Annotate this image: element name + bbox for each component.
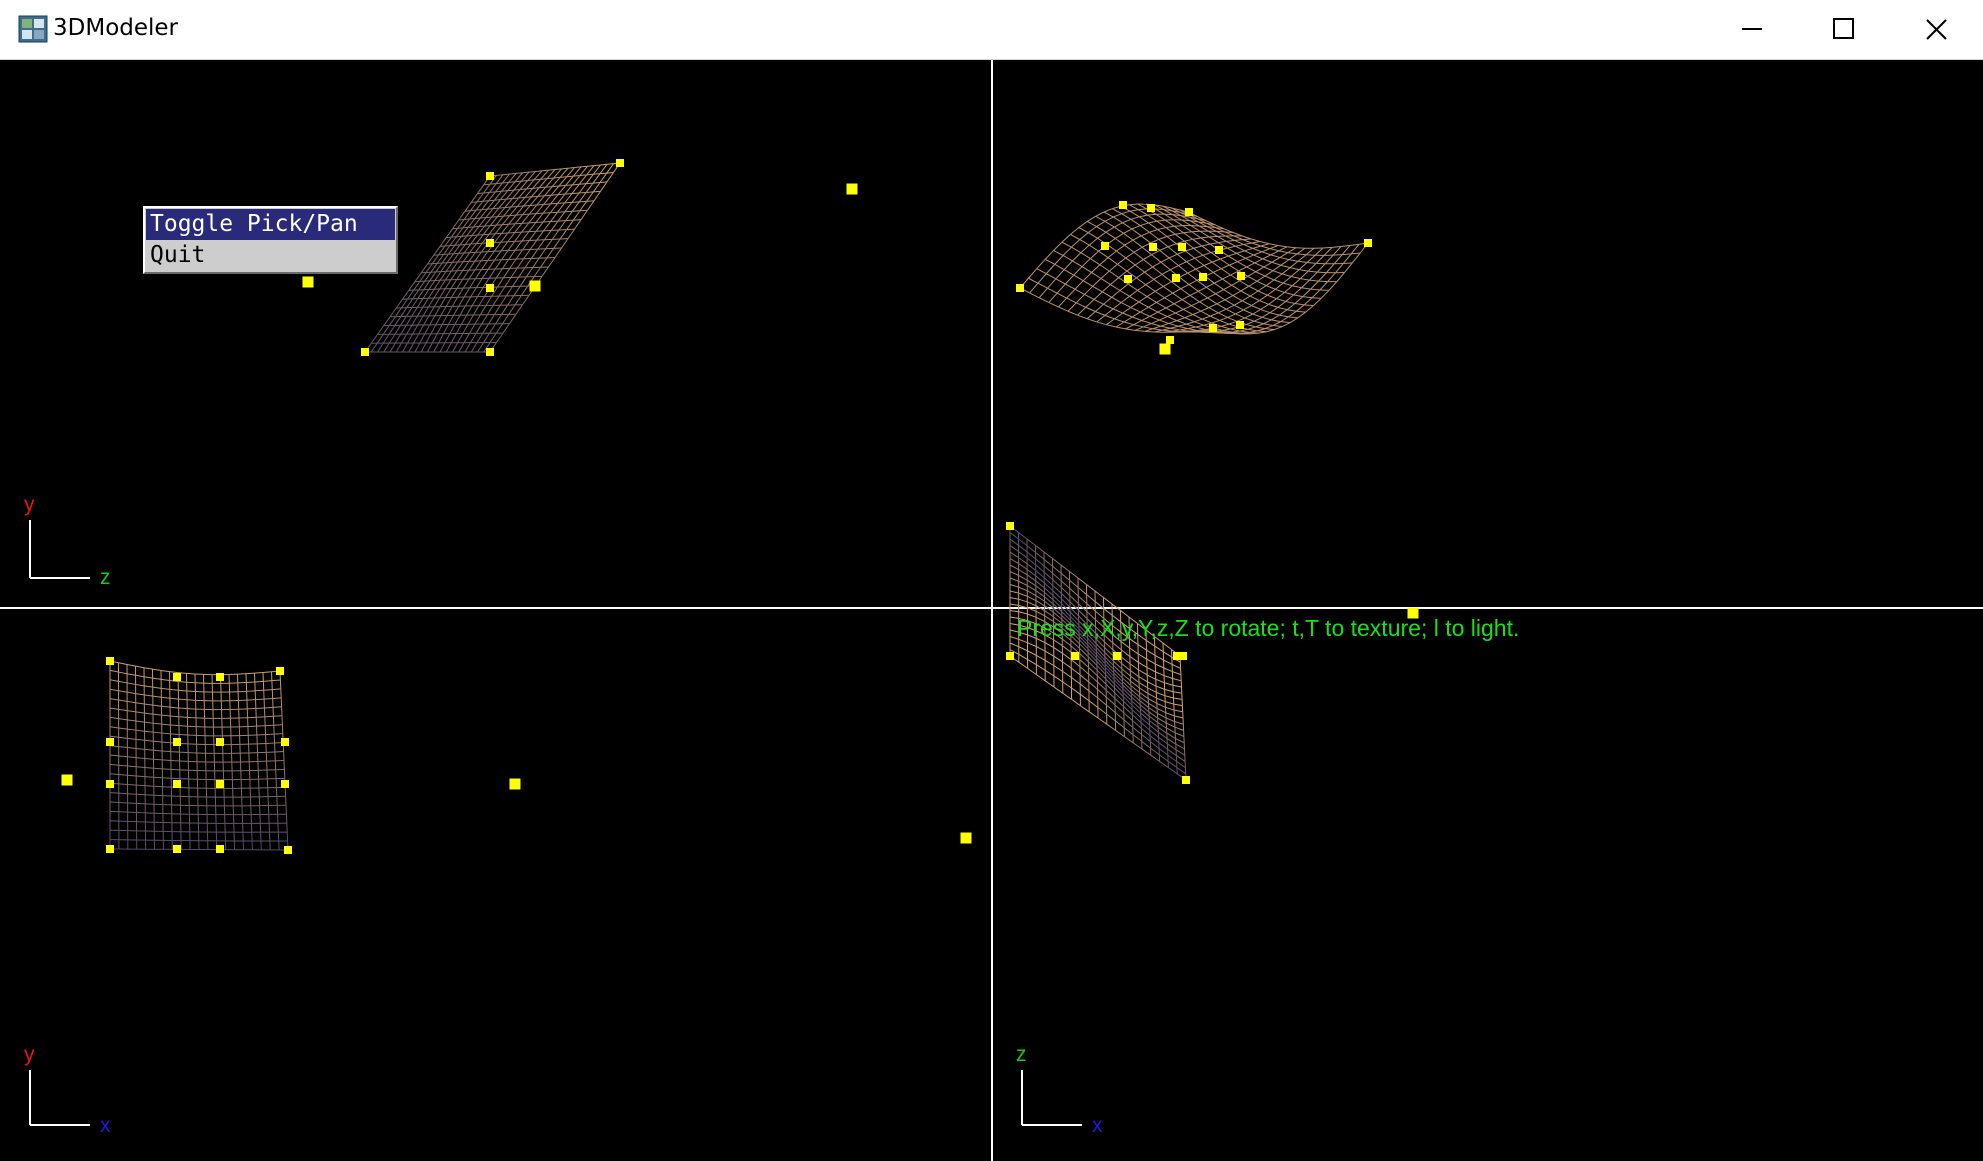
control-points[interactable] — [302, 159, 625, 356]
control-points[interactable] — [960, 522, 1419, 844]
axis-indicator: y x — [24, 1043, 111, 1137]
axis-label-y: y — [24, 493, 35, 516]
control-point[interactable] — [1209, 324, 1217, 332]
gl-viewport[interactable]: y z y x z x — [0, 60, 1983, 1161]
control-point[interactable] — [216, 738, 224, 746]
surface-mesh — [1009, 525, 1187, 781]
axis-label-z: z — [100, 566, 111, 589]
control-point[interactable] — [1149, 243, 1157, 251]
control-point[interactable] — [302, 276, 314, 288]
control-point[interactable] — [529, 280, 541, 292]
control-point[interactable] — [106, 657, 114, 665]
control-point[interactable] — [846, 183, 858, 195]
control-point[interactable] — [486, 348, 494, 356]
control-point[interactable] — [1182, 776, 1190, 784]
control-points[interactable] — [61, 657, 521, 854]
control-point[interactable] — [173, 780, 181, 788]
control-point[interactable] — [61, 774, 73, 786]
control-point[interactable] — [1166, 336, 1174, 344]
control-point[interactable] — [361, 348, 369, 356]
control-point[interactable] — [173, 673, 181, 681]
control-point[interactable] — [1178, 243, 1186, 251]
control-point[interactable] — [1113, 652, 1121, 660]
viewport-perspective-view[interactable] — [846, 183, 1373, 355]
surface-mesh — [364, 162, 621, 353]
control-point[interactable] — [486, 172, 494, 180]
control-points[interactable] — [846, 183, 1373, 355]
title-bar: 3DModeler — [0, 0, 1983, 60]
control-point[interactable] — [1159, 343, 1171, 355]
control-point[interactable] — [616, 159, 624, 167]
control-point[interactable] — [284, 846, 292, 854]
axis-label-x: x — [100, 1114, 111, 1137]
control-point[interactable] — [1119, 201, 1127, 209]
surface-mesh — [109, 660, 289, 851]
control-point[interactable] — [216, 780, 224, 788]
menu-item-toggle-pick-pan[interactable]: Toggle Pick/Pan — [146, 209, 395, 240]
control-point[interactable] — [216, 673, 224, 681]
control-point[interactable] — [1199, 273, 1207, 281]
control-point[interactable] — [216, 845, 224, 853]
control-point[interactable] — [1237, 272, 1245, 280]
control-point[interactable] — [281, 780, 289, 788]
control-point[interactable] — [1172, 274, 1180, 282]
control-point[interactable] — [173, 738, 181, 746]
close-button[interactable] — [1891, 0, 1983, 60]
control-point[interactable] — [1016, 284, 1024, 292]
close-icon — [1926, 19, 1947, 40]
control-point[interactable] — [1364, 239, 1372, 247]
axis-label-y: y — [24, 1043, 35, 1066]
window-title: 3DModeler — [53, 15, 179, 41]
axis-indicator: z x — [1016, 1043, 1103, 1137]
control-point[interactable] — [1124, 275, 1132, 283]
viewport-top-view[interactable]: z x — [960, 522, 1419, 1137]
viewport-front-view[interactable]: y x — [24, 657, 521, 1137]
axis-label-x: x — [1092, 1114, 1103, 1137]
maximize-button[interactable] — [1799, 0, 1891, 60]
minimize-button[interactable] — [1707, 0, 1799, 60]
surface-mesh — [1019, 203, 1369, 335]
menu-item-quit[interactable]: Quit — [150, 242, 206, 268]
minimize-icon — [1742, 28, 1762, 30]
axis-indicator: y z — [24, 493, 111, 589]
control-point[interactable] — [1173, 652, 1181, 660]
control-point[interactable] — [1147, 204, 1155, 212]
control-point[interactable] — [486, 239, 494, 247]
key-hint-text: Press x,X,y,Y,z,Z to rotate; t,T to text… — [1017, 615, 1520, 641]
control-point[interactable] — [1006, 652, 1014, 660]
control-point[interactable] — [1236, 321, 1244, 329]
control-point[interactable] — [106, 845, 114, 853]
axis-label-z: z — [1016, 1043, 1027, 1066]
control-point[interactable] — [1006, 522, 1014, 530]
control-point[interactable] — [1179, 652, 1187, 660]
control-point[interactable] — [173, 845, 181, 853]
control-point[interactable] — [276, 667, 284, 675]
control-point[interactable] — [1101, 242, 1109, 250]
control-point[interactable] — [509, 778, 521, 790]
control-point[interactable] — [106, 780, 114, 788]
control-point[interactable] — [1407, 607, 1419, 619]
control-point[interactable] — [486, 284, 494, 292]
viewport-side-view[interactable]: y z — [24, 159, 624, 589]
context-menu: Toggle Pick/Pan Quit — [143, 206, 398, 274]
app-grid-icon — [18, 15, 48, 43]
control-point[interactable] — [1185, 208, 1193, 216]
control-point[interactable] — [1071, 652, 1079, 660]
control-point[interactable] — [1215, 246, 1223, 254]
maximize-icon — [1833, 18, 1854, 39]
control-point[interactable] — [106, 738, 114, 746]
control-point[interactable] — [960, 832, 972, 844]
control-point[interactable] — [281, 738, 289, 746]
